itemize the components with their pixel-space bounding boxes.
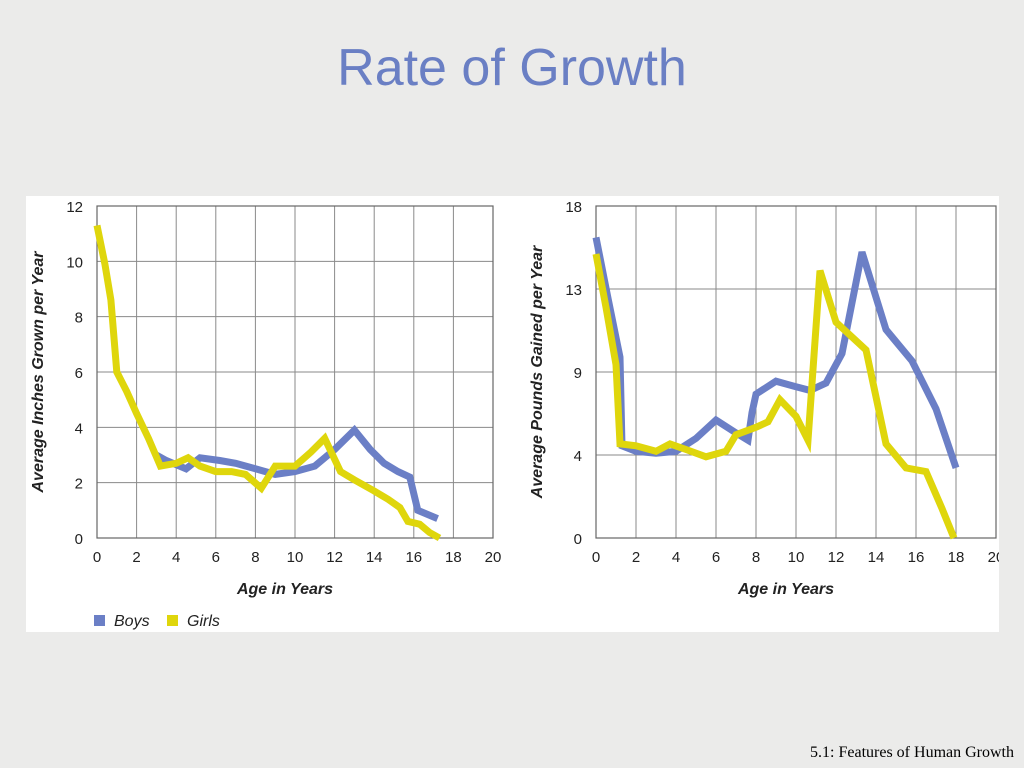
legend-swatch-boys <box>94 615 105 626</box>
inches-x-axis-title: Age in Years <box>236 581 333 598</box>
inches-series-boys <box>154 424 439 522</box>
pounds-y-axis-title: Average Pounds Gained per Year <box>529 245 546 499</box>
inches-x-tick-label: 18 <box>445 549 462 566</box>
pounds-x-tick-label: 10 <box>788 549 805 566</box>
pounds-x-tick-label: 6 <box>712 549 720 566</box>
inches-y-tick-label: 8 <box>75 310 83 327</box>
pounds-y-tick-label: 13 <box>565 282 582 299</box>
inches-x-tick-label: 20 <box>485 549 502 566</box>
pounds-y-tick-label: 18 <box>565 199 582 216</box>
pounds-series-boys <box>592 236 960 470</box>
inches-series-girls <box>93 224 442 542</box>
inches-x-tick-label: 8 <box>251 549 259 566</box>
inches-y-axis-title: Average Inches Grown per Year <box>30 251 47 494</box>
inches-y-tick-label: 10 <box>66 254 83 271</box>
inches-x-tick-label: 10 <box>287 549 304 566</box>
inches-y-tick-label: 0 <box>75 531 83 548</box>
chart-figure: 0 2 4 6 8 10 12 14 16 18 20 0 2 4 6 8 10 12 Age in Years Av… <box>26 196 999 632</box>
pounds-x-tick-label: 2 <box>632 549 640 566</box>
inches-y-tick-label: 4 <box>75 420 83 437</box>
pounds-x-axis-title: Age in Years <box>737 581 834 598</box>
inches-x-tick-label: 14 <box>366 549 383 566</box>
pounds-y-tick-label: 0 <box>574 531 582 548</box>
inches-y-tick-label: 12 <box>66 199 83 216</box>
legend-label-girls: Girls <box>187 613 220 630</box>
inches-x-tick-label: 12 <box>326 549 343 566</box>
footer-caption: 5.1: Features of Human Growth <box>810 744 1014 761</box>
pounds-plot-frame <box>595 205 997 539</box>
inches-x-tick-label: 6 <box>212 549 220 566</box>
inches-y-tick-label: 2 <box>75 476 83 493</box>
inches-x-tick-label: 2 <box>132 549 140 566</box>
legend-swatch-girls <box>167 615 178 626</box>
pounds-y-tick-label: 9 <box>574 365 582 382</box>
inches-x-tick-label: 0 <box>93 549 101 566</box>
pounds-y-tick-label: 4 <box>574 448 582 465</box>
pounds-x-tick-label: 0 <box>592 549 600 566</box>
pounds-x-tick-label: 18 <box>948 549 965 566</box>
pounds-series-girls <box>592 253 958 540</box>
pounds-x-tick-label: 20 <box>988 549 999 566</box>
legend-label-boys: Boys <box>114 613 150 630</box>
chart-pounds-gained: 0 2 4 6 8 10 12 14 16 18 20 0 4 9 13 18 Age in Years Aver… <box>529 199 999 598</box>
inches-x-tick-label: 16 <box>405 549 422 566</box>
pounds-x-tick-label: 12 <box>828 549 845 566</box>
chart-inches-grown: 0 2 4 6 8 10 12 14 16 18 20 0 2 4 6 8 10 12 Age in Years Av… <box>30 199 501 598</box>
pounds-x-tick-label: 4 <box>672 549 680 566</box>
inches-x-tick-label: 4 <box>172 549 180 566</box>
pounds-x-tick-label: 14 <box>868 549 885 566</box>
inches-plot-frame <box>96 205 494 539</box>
pounds-x-tick-label: 16 <box>908 549 925 566</box>
slide-title: Rate of Growth <box>337 39 687 97</box>
legend: Boys Girls <box>94 613 220 630</box>
pounds-x-tick-label: 8 <box>752 549 760 566</box>
inches-y-tick-label: 6 <box>75 365 83 382</box>
